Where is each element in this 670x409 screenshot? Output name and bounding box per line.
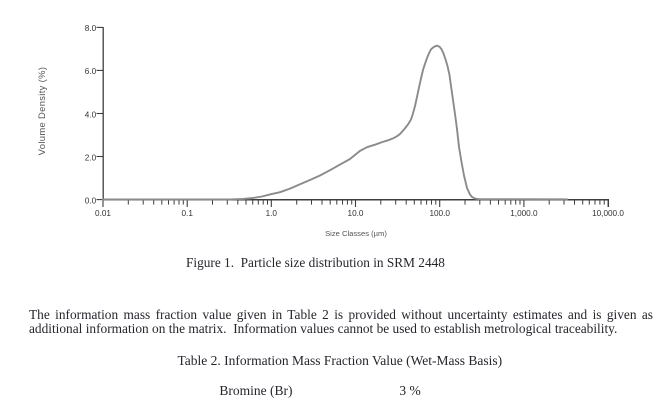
svg-text:Volume Density (%): Volume Density (%) (36, 67, 47, 156)
svg-text:8.0: 8.0 (85, 24, 97, 33)
svg-text:2.0: 2.0 (85, 153, 97, 162)
svg-text:10.0: 10.0 (348, 209, 364, 218)
svg-text:10,000.0: 10,000.0 (592, 209, 624, 218)
svg-text:Size Classes (µm): Size Classes (µm) (325, 229, 387, 238)
svg-text:1,000.0: 1,000.0 (510, 209, 538, 218)
svg-text:1.0: 1.0 (266, 209, 278, 218)
svg-text:6.0: 6.0 (85, 67, 97, 76)
svg-text:100.0: 100.0 (429, 209, 450, 218)
svg-text:0.01: 0.01 (95, 209, 111, 218)
svg-text:0.1: 0.1 (182, 209, 194, 218)
svg-text:0.0: 0.0 (85, 196, 97, 205)
svg-text:4.0: 4.0 (85, 110, 97, 119)
